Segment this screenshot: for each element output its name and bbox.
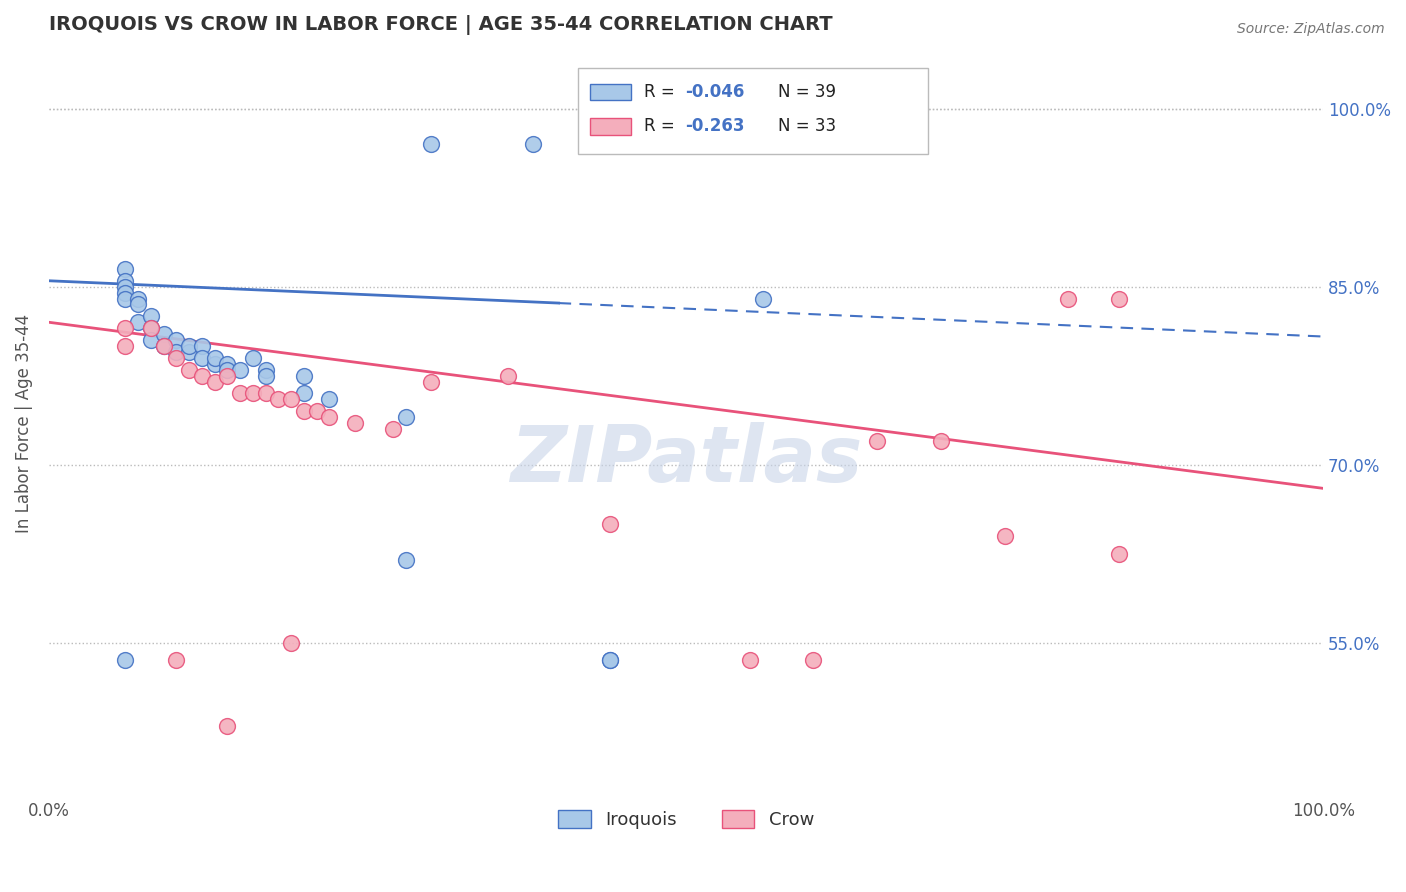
- Point: [179, 339, 201, 353]
- Text: N = 33: N = 33: [778, 118, 837, 136]
- FancyBboxPatch shape: [591, 119, 631, 135]
- Point: [152, 327, 174, 342]
- Point: [217, 357, 239, 371]
- Point: [204, 357, 226, 371]
- Point: [803, 653, 825, 667]
- Point: [139, 321, 162, 335]
- Text: -0.263: -0.263: [685, 118, 744, 136]
- Text: ZIPatlas: ZIPatlas: [510, 423, 862, 499]
- Point: [1057, 292, 1080, 306]
- Point: [866, 434, 889, 448]
- Point: [191, 351, 214, 365]
- Point: [292, 368, 315, 383]
- Point: [751, 292, 773, 306]
- Point: [114, 285, 136, 300]
- Point: [496, 368, 519, 383]
- Point: [152, 339, 174, 353]
- Point: [382, 422, 405, 436]
- Y-axis label: In Labor Force | Age 35-44: In Labor Force | Age 35-44: [15, 314, 32, 533]
- FancyBboxPatch shape: [591, 84, 631, 100]
- Point: [114, 292, 136, 306]
- Text: N = 39: N = 39: [778, 83, 835, 101]
- Point: [395, 552, 418, 566]
- Point: [114, 653, 136, 667]
- Point: [305, 404, 328, 418]
- Point: [114, 321, 136, 335]
- Point: [420, 137, 443, 152]
- Point: [254, 362, 277, 376]
- Point: [165, 351, 187, 365]
- Point: [152, 339, 174, 353]
- Point: [165, 333, 187, 347]
- Point: [217, 362, 239, 376]
- Point: [1108, 547, 1130, 561]
- Point: [204, 351, 226, 365]
- Point: [599, 137, 621, 152]
- Point: [599, 516, 621, 531]
- Text: -0.046: -0.046: [685, 83, 744, 101]
- Point: [280, 635, 302, 649]
- Text: Source: ZipAtlas.com: Source: ZipAtlas.com: [1237, 22, 1385, 37]
- Text: R =: R =: [644, 118, 681, 136]
- Point: [165, 653, 187, 667]
- Point: [127, 315, 149, 329]
- Point: [165, 345, 187, 359]
- Point: [599, 653, 621, 667]
- Point: [139, 321, 162, 335]
- Point: [139, 310, 162, 324]
- Point: [114, 279, 136, 293]
- Point: [139, 333, 162, 347]
- Point: [217, 368, 239, 383]
- Point: [994, 529, 1017, 543]
- Point: [254, 386, 277, 401]
- Legend: Iroquois, Crow: Iroquois, Crow: [551, 803, 821, 837]
- Point: [929, 434, 952, 448]
- Point: [127, 297, 149, 311]
- FancyBboxPatch shape: [578, 68, 928, 154]
- Point: [318, 392, 340, 407]
- Point: [738, 653, 761, 667]
- Point: [280, 392, 302, 407]
- Point: [191, 339, 214, 353]
- Point: [242, 351, 264, 365]
- Point: [1108, 292, 1130, 306]
- Point: [179, 362, 201, 376]
- Point: [204, 375, 226, 389]
- Point: [191, 368, 214, 383]
- Point: [254, 368, 277, 383]
- Point: [242, 386, 264, 401]
- Point: [114, 261, 136, 276]
- Point: [343, 416, 366, 430]
- Point: [179, 345, 201, 359]
- Point: [292, 386, 315, 401]
- Point: [395, 410, 418, 425]
- Point: [127, 292, 149, 306]
- Point: [522, 137, 544, 152]
- Point: [318, 410, 340, 425]
- Point: [267, 392, 290, 407]
- Point: [217, 718, 239, 732]
- Point: [114, 274, 136, 288]
- Point: [229, 362, 252, 376]
- Text: IROQUOIS VS CROW IN LABOR FORCE | AGE 35-44 CORRELATION CHART: IROQUOIS VS CROW IN LABOR FORCE | AGE 35…: [49, 15, 832, 35]
- Point: [599, 653, 621, 667]
- Point: [420, 375, 443, 389]
- Text: R =: R =: [644, 83, 681, 101]
- Point: [114, 339, 136, 353]
- Point: [292, 404, 315, 418]
- Point: [229, 386, 252, 401]
